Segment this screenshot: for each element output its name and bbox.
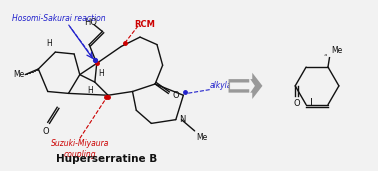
- Text: H: H: [87, 86, 93, 95]
- Text: Suzuki-Miyaura: Suzuki-Miyaura: [51, 139, 109, 148]
- Text: H: H: [98, 69, 104, 78]
- Polygon shape: [229, 73, 262, 99]
- Text: H: H: [46, 39, 51, 48]
- Text: ,,: ,,: [324, 50, 328, 56]
- Polygon shape: [230, 78, 255, 94]
- Text: O: O: [293, 99, 300, 108]
- Text: O: O: [43, 127, 49, 136]
- Text: alkylation: alkylation: [210, 81, 247, 90]
- Text: Me: Me: [13, 70, 25, 79]
- Text: coupling: coupling: [64, 150, 96, 159]
- Text: Me: Me: [197, 133, 208, 142]
- Text: HO: HO: [84, 18, 97, 27]
- Text: Me: Me: [332, 46, 343, 55]
- Text: N: N: [179, 115, 185, 124]
- Text: Hosomi-Sakurai reaction: Hosomi-Sakurai reaction: [12, 14, 105, 23]
- Text: O: O: [172, 91, 179, 100]
- Text: I: I: [310, 98, 313, 108]
- Text: RCM: RCM: [135, 20, 155, 29]
- Text: Huperserratine B: Huperserratine B: [56, 154, 157, 163]
